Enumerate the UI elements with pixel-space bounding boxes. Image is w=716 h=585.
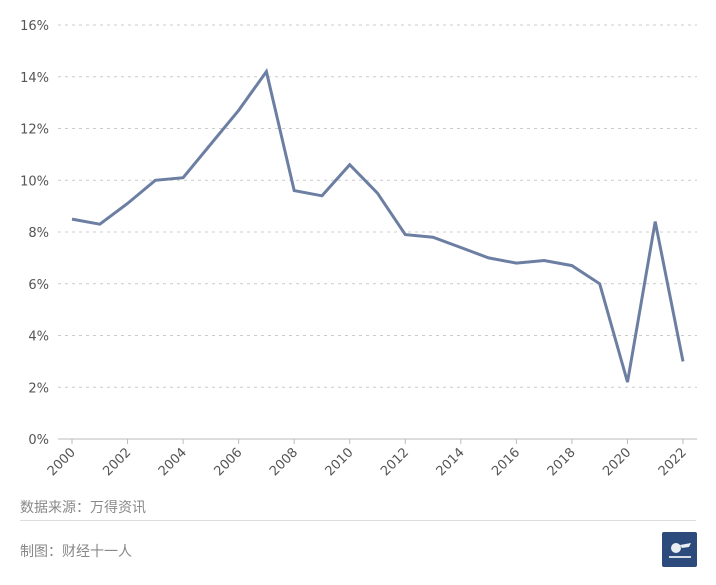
x-tick-label: 2008: [267, 445, 301, 479]
series-layer: [71, 68, 685, 383]
caijing-shiyiren-logo-icon: [662, 532, 697, 567]
x-tick-label: 2002: [100, 445, 134, 479]
gridlines: [58, 24, 697, 388]
y-tick-label: 10%: [20, 174, 49, 189]
x-tick-label: 2018: [545, 445, 579, 479]
x-axis: [58, 438, 697, 444]
y-tick-label: 6%: [28, 278, 49, 293]
x-tick-label: 2012: [378, 445, 412, 479]
x-tick-label: 2004: [156, 445, 190, 479]
series-line: [71, 68, 685, 383]
y-tick-label: 12%: [20, 123, 49, 138]
x-tick-label: 2014: [434, 445, 468, 479]
y-tick-label: 14%: [20, 71, 49, 86]
x-tick-label: 2022: [656, 445, 690, 479]
y-tick-label: 8%: [28, 226, 49, 241]
x-tick-label: 2010: [323, 445, 357, 479]
x-tick-label: 2006: [211, 445, 245, 479]
footer-divider: [20, 520, 696, 521]
x-tick-label: 2020: [600, 445, 634, 479]
x-axis-tick-labels: 2000 2002 2004 2006 2008 2010 2012 2014 2016 2018…: [45, 445, 690, 479]
y-axis-tick-labels: 0% 2% 4% 6% 8% 10% 12% 14% 16%: [20, 19, 49, 448]
x-tick-label: 2000: [45, 445, 79, 479]
x-tick-label: 2016: [489, 445, 523, 479]
chart-credit: 制图：财经十一人: [20, 544, 132, 560]
line-chart: 0%2%4%6%8%10%12%14%16% 2000 2002 2004 2006 2…: [20, 19, 697, 479]
y-tick-label: 2%: [28, 381, 49, 396]
y-tick-label: 4%: [28, 330, 49, 345]
y-tick-label: 16%: [20, 19, 49, 34]
y-tick-label: 0%: [28, 433, 49, 448]
data-source-note: 数据来源：万得资讯: [20, 500, 146, 516]
